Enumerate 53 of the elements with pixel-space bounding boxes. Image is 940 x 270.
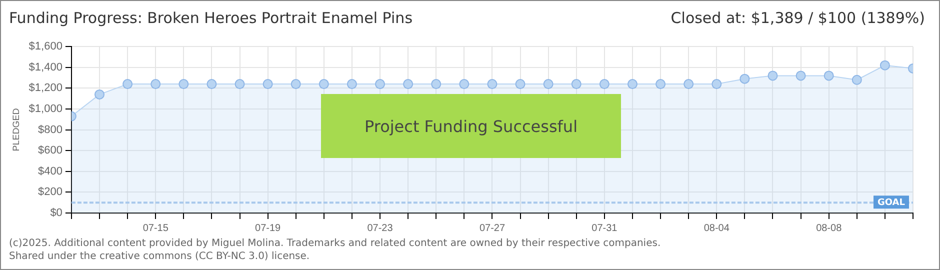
point: [543, 79, 554, 90]
annotation: Project Funding Successful: [364, 116, 578, 136]
x-tick-label: 07-27: [479, 222, 506, 234]
banner-box: Project Funding Successful: [321, 94, 621, 158]
y-tick-label: $200: [38, 186, 62, 198]
point: [290, 79, 301, 90]
point: [740, 74, 750, 84]
x-tick-label: 07-19: [255, 222, 282, 234]
point: [684, 79, 694, 90]
point: [122, 79, 133, 90]
point: [206, 79, 217, 90]
point: [375, 79, 386, 90]
point: [234, 79, 245, 90]
point: [94, 89, 104, 100]
point: [712, 79, 722, 90]
point: [852, 74, 862, 85]
point: [571, 79, 582, 90]
point: [515, 79, 526, 90]
point: [656, 79, 666, 90]
point: [880, 60, 890, 70]
point: [627, 79, 638, 90]
chart-title: Funding Progress: Broken Heroes Portrait Enamel Pins: [9, 9, 413, 27]
point: [796, 70, 806, 81]
point: [768, 70, 778, 81]
x-tick-label: 08-08: [816, 222, 842, 234]
text: (c)2025. Additional content provided by Miguel Molina. Trademarks and related content are owned by their respective companies.: [9, 238, 661, 249]
point: [150, 79, 161, 90]
point: [599, 79, 610, 90]
point: [403, 79, 414, 90]
x-tick-label: 07-23: [367, 222, 394, 234]
x-tick-label: 07-31: [592, 222, 618, 234]
y-tick-label: $800: [38, 124, 62, 136]
chart-subtitle: Closed at: $1,389 / $100 (1389%): [670, 9, 925, 27]
y-tick-label: $1,600: [28, 40, 62, 53]
y-tick-label: $1,200: [28, 82, 62, 94]
y-tick-label: $0: [50, 207, 62, 220]
x-tick-label: 07-15: [142, 222, 169, 234]
point: [346, 79, 357, 90]
point: [431, 79, 442, 90]
point: [487, 79, 498, 90]
point: [459, 79, 470, 90]
text: Shared under the creative commons (CC BY-NC 3.0) license.: [9, 251, 310, 262]
point: [262, 79, 273, 90]
point: [318, 79, 329, 90]
y-tick-label: $400: [38, 165, 62, 178]
y-axis-title: PLEDGED: [10, 108, 21, 152]
y-tick-label: $600: [38, 144, 62, 157]
x-tick-label: 08-04: [704, 222, 730, 234]
y-tick-label: $1,000: [28, 103, 62, 116]
point: [178, 79, 189, 90]
y-tick-label: $1,400: [28, 61, 62, 74]
ref-line-label: GOAL: [878, 198, 906, 208]
point: [824, 70, 834, 81]
